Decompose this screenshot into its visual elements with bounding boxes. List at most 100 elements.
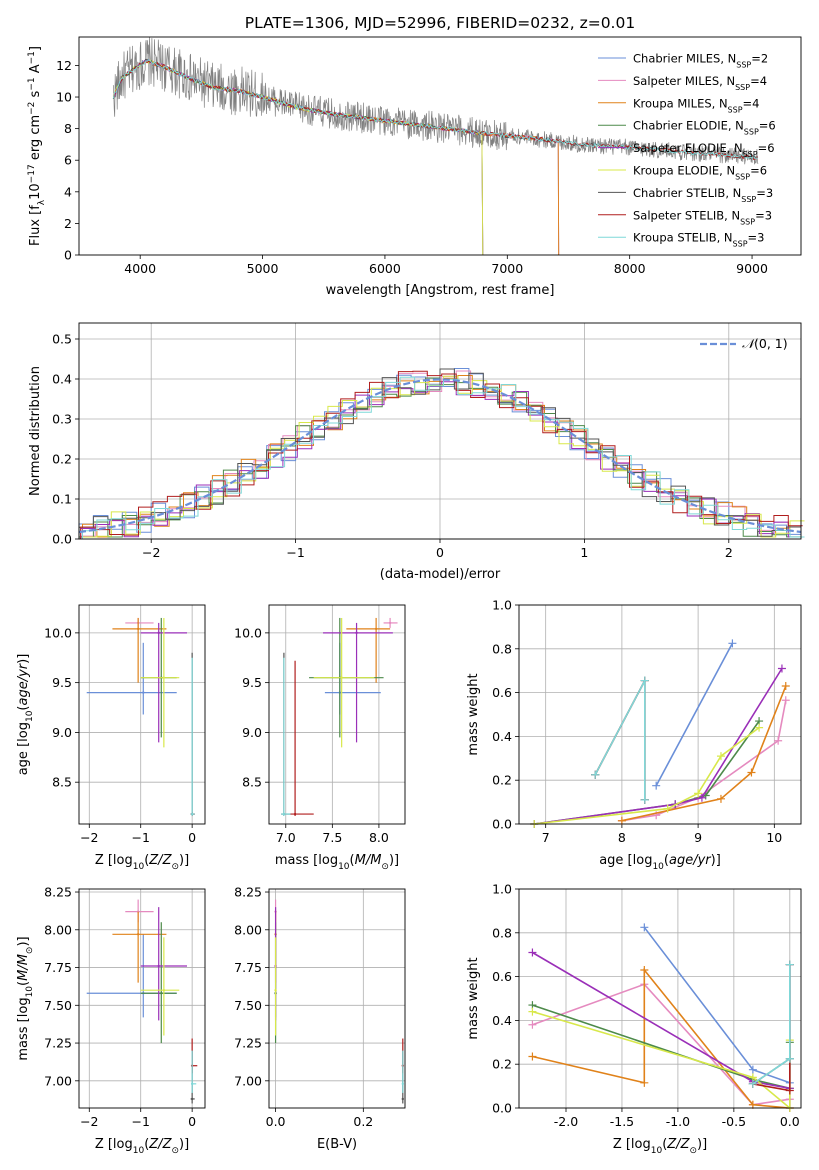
label-part: ] bbox=[28, 46, 43, 51]
data-point bbox=[162, 988, 166, 992]
data-marker bbox=[528, 1007, 537, 1016]
legend-label: Kroupa ELODIE, NSSP=6 bbox=[633, 164, 767, 182]
data-marker bbox=[781, 696, 790, 705]
x-tick-label: 0.0 bbox=[266, 1114, 286, 1129]
x-tick-label: 0.0 bbox=[780, 1114, 800, 1129]
x-axis-label: mass [log10(M/M⊙)] bbox=[275, 853, 399, 872]
label-part: age/yr bbox=[16, 662, 31, 705]
data-point bbox=[136, 933, 140, 936]
label-part: ( bbox=[144, 1137, 149, 1152]
label-part: ⊙ bbox=[25, 947, 35, 955]
y-tick-label: 0.0 bbox=[52, 532, 72, 547]
label-part: mass [log bbox=[16, 997, 31, 1060]
series-line bbox=[655, 642, 734, 787]
legend-nssp: =3 bbox=[748, 231, 765, 245]
y-tick-label: 0.2 bbox=[492, 1057, 512, 1072]
data-marker bbox=[528, 1020, 537, 1029]
label-part: −17 bbox=[27, 164, 37, 183]
series-line bbox=[532, 1010, 791, 1110]
series-line bbox=[532, 967, 790, 1109]
y-tick-label: 4 bbox=[64, 184, 72, 199]
y-tick-label: 0.2 bbox=[52, 452, 72, 467]
x-axis-label: E(B-V) bbox=[317, 1137, 357, 1152]
y-axis-label: Normed distribution bbox=[28, 366, 43, 496]
data-marker bbox=[652, 781, 661, 790]
series-line bbox=[594, 680, 646, 800]
legend-text: Kroupa ELODIE, N bbox=[633, 164, 735, 178]
label-part: erg cm bbox=[28, 115, 43, 164]
legend-label: Salpeter ELODIE, NSSP=6 bbox=[633, 141, 775, 159]
x-tick-label: 7000 bbox=[491, 261, 523, 276]
x-tick-label: −1 bbox=[286, 545, 304, 560]
data-marker bbox=[640, 1078, 649, 1087]
spectrum-model-line bbox=[112, 58, 484, 255]
legend-sub: SSP bbox=[736, 60, 751, 69]
label-part: 10 bbox=[652, 862, 664, 872]
x-tick-label: -2.0 bbox=[554, 1114, 578, 1129]
x-axis-label: age [log10(age/yr)] bbox=[599, 853, 721, 872]
data-marker bbox=[777, 664, 786, 673]
data-point bbox=[162, 676, 166, 679]
label-part: )] bbox=[179, 853, 189, 868]
data-marker bbox=[528, 1052, 537, 1061]
axes-frame bbox=[268, 888, 406, 1109]
x-tick-label: 6000 bbox=[369, 261, 401, 276]
axes-frame bbox=[518, 604, 802, 825]
label-part: M/M bbox=[16, 954, 31, 981]
data-point bbox=[274, 988, 277, 992]
x-tick-label: 9000 bbox=[736, 261, 768, 276]
data-point bbox=[282, 812, 286, 816]
y-tick-label: 1.0 bbox=[492, 882, 512, 897]
legend-sub: SSP bbox=[743, 150, 758, 159]
label-part: ⊙ bbox=[689, 1146, 697, 1156]
figure-title: PLATE=1306, MJD=52996, FIBERID=0232, z=0… bbox=[245, 14, 635, 32]
legend-text: Kroupa MILES, N bbox=[633, 96, 728, 110]
x-axis-label: Z [log10(Z/Z⊙)] bbox=[613, 1137, 707, 1156]
data-point bbox=[160, 992, 163, 995]
y-tick-label: 7.25 bbox=[234, 1036, 262, 1051]
x-axis-label: Z [log10(Z/Z⊙)] bbox=[95, 853, 189, 872]
legend-nssp: =6 bbox=[758, 141, 775, 155]
data-point bbox=[142, 691, 145, 694]
y-tick-label: 0.4 bbox=[492, 1013, 512, 1028]
axes-frame bbox=[78, 36, 802, 256]
y-tick-label: 6 bbox=[64, 153, 72, 168]
x-tick-label: −2 bbox=[80, 1114, 98, 1129]
x-tick-label: 8000 bbox=[614, 261, 646, 276]
legend-nssp: =2 bbox=[751, 52, 768, 66]
y-tick-label: 7.00 bbox=[44, 1073, 72, 1088]
y-axis-label: Flux [fλ10−17 erg cm−2 s−1 A−1] bbox=[27, 46, 47, 246]
label-part: Z/Z bbox=[666, 1137, 690, 1152]
data-point bbox=[374, 627, 378, 631]
label-part: age [log bbox=[16, 722, 31, 775]
x-tick-label: −2 bbox=[80, 830, 98, 845]
data-point bbox=[157, 964, 160, 968]
histogram-step bbox=[82, 376, 805, 539]
data-point bbox=[190, 1082, 194, 1086]
data-marker bbox=[728, 639, 737, 648]
legend-nssp: =4 bbox=[743, 96, 760, 110]
y-tick-label: 8.5 bbox=[52, 775, 72, 790]
label-part: 10 bbox=[28, 183, 43, 200]
axes-frame bbox=[78, 322, 802, 540]
y-tick-label: 0.6 bbox=[492, 685, 512, 700]
label-part: ⊙ bbox=[171, 862, 179, 872]
label-part: E(B-V) bbox=[317, 1137, 357, 1152]
data-marker bbox=[716, 752, 725, 761]
gaussian-curve bbox=[78, 378, 802, 534]
histogram-step bbox=[80, 381, 803, 539]
x-axis-label: wavelength [Angstrom, rest frame] bbox=[326, 283, 555, 298]
label-part: wavelength [Angstrom, rest frame] bbox=[326, 283, 555, 298]
y-tick-label: 0.3 bbox=[52, 412, 72, 427]
legend-sub: SSP bbox=[733, 239, 748, 248]
data-marker bbox=[716, 794, 725, 803]
spectrum-data-line bbox=[112, 37, 759, 165]
panel-massweight_vs_Z: -2.0 -1.5 -1.0 -0.5 0.0 0.0 0.2 0.4 0.6 0.8 1.0 Z [… bbox=[466, 882, 802, 1156]
label-part: ( bbox=[662, 1137, 667, 1152]
label-part: mass weight bbox=[466, 957, 481, 1039]
y-tick-label: 0.6 bbox=[492, 969, 512, 984]
y-tick-label: 8 bbox=[64, 121, 72, 136]
y-axis-label: mass weight bbox=[466, 957, 481, 1039]
label-part: age [log bbox=[599, 853, 652, 868]
label-part: (data-model)/error bbox=[380, 567, 501, 582]
